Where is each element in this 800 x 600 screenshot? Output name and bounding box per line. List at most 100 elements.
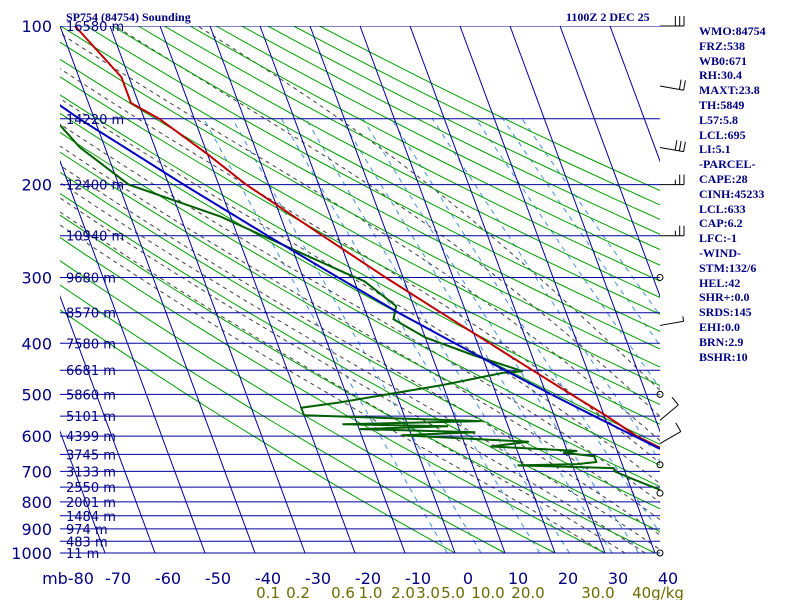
dry-adiabat — [60, 94, 660, 425]
mixing-ratio-label: 20.0 — [511, 584, 544, 600]
mixing-ratio-line — [475, 118, 660, 389]
dry-adiabat — [60, 58, 660, 387]
wind-barb-flag — [678, 79, 682, 90]
height-label: 1484 m — [66, 510, 116, 525]
dry-adiabat — [319, 26, 660, 192]
stat-item: CAPE:28 — [699, 171, 748, 186]
temperature-tick-label: -40 — [255, 569, 281, 588]
sounding-traces — [60, 26, 660, 491]
mixing-ratio-line — [305, 118, 570, 554]
temperature-tick-label: 0 — [463, 569, 473, 588]
wind-barbs — [656, 16, 686, 557]
height-label: 10940 m — [66, 230, 124, 245]
pressure-tick-label: 200 — [21, 176, 52, 195]
wind-barb-flag — [674, 140, 678, 151]
dry-adiabat — [163, 26, 660, 282]
mixing-ratio-label: 40g/kg — [632, 584, 684, 600]
height-label: 9680 m — [66, 271, 116, 286]
stat-item: LI:5.1 — [699, 142, 731, 157]
dry-adiabat — [241, 26, 660, 235]
height-label: 7580 m — [66, 337, 116, 352]
dry-adiabat — [60, 260, 556, 554]
isotherm-line — [60, 294, 156, 554]
temperature-tick-label: -70 — [105, 569, 131, 588]
mixing-ratio-label: 3.0 — [416, 584, 440, 600]
dry-adiabat — [60, 76, 660, 406]
dry-adiabat — [293, 26, 660, 206]
dry-adiabat — [60, 151, 660, 488]
moist-adiabat — [60, 32, 660, 442]
height-label: 974 m — [66, 523, 108, 538]
dry-adiabat — [215, 26, 660, 251]
moist-adiabats — [60, 26, 660, 554]
stat-item: LCL:633 — [699, 201, 746, 216]
mixing-ratio-label: 10.0 — [471, 584, 504, 600]
pressure-tick-label: 100 — [21, 17, 52, 36]
mixing-ratio-label: 2.0 — [391, 584, 415, 600]
temperature-tick-label: 20 — [558, 569, 578, 588]
stat-item: LCL:695 — [699, 127, 746, 142]
isotherm-line — [60, 26, 256, 554]
temperature-tick-label: 10 — [508, 569, 528, 588]
mixing-ratio-line — [362, 118, 640, 554]
dry-adiabat — [60, 131, 660, 466]
dry-adiabat — [86, 26, 660, 332]
height-label: 6681 m — [66, 364, 116, 379]
wind-barb-flag — [678, 140, 682, 151]
wind-calm — [656, 273, 664, 281]
isotherm-line — [459, 26, 656, 554]
pressure-tick-label: 900 — [21, 520, 52, 539]
isotherm-line — [209, 26, 406, 554]
pressure-tick-label: 800 — [21, 493, 52, 512]
height-label: 3745 m — [66, 448, 116, 463]
temperature-tick-label: 30 — [608, 569, 628, 588]
isotherm-line — [609, 26, 660, 163]
dry-adiabat — [60, 112, 660, 445]
wind-calm — [656, 390, 664, 398]
stat-item: SHR+:0.0 — [699, 290, 750, 305]
dry-adiabat — [60, 41, 660, 368]
pressure-tick-label: 500 — [21, 385, 52, 404]
stat-item: STM:132/6 — [699, 260, 757, 275]
dry-adiabat — [60, 309, 456, 554]
stat-item: L57:5.8 — [699, 112, 738, 127]
stat-item: LFC:-1 — [699, 231, 737, 246]
isotherm-line — [60, 429, 106, 554]
stat-item: -WIND- — [699, 245, 741, 260]
stat-item: WMO:84754 — [699, 24, 766, 38]
wind-barb-staff — [659, 404, 679, 421]
dry-adiabat — [112, 26, 660, 315]
height-label: 5101 m — [66, 410, 116, 425]
pressure-tick-label: 400 — [21, 334, 52, 353]
isotherm-line — [109, 26, 306, 554]
stat-item: RH:30.4 — [699, 68, 742, 83]
isobar-isotherm-grid — [60, 26, 660, 554]
dry-adiabat — [267, 26, 660, 220]
mixing-ratio-label: 5.0 — [441, 584, 465, 600]
wind-barb-staff — [659, 320, 684, 326]
temperature-tick-label: -60 — [155, 569, 181, 588]
isotherm-line — [409, 26, 606, 554]
height-label: 16580 m — [66, 20, 124, 35]
height-label: 2001 m — [66, 496, 116, 511]
isotherm-line — [509, 26, 660, 433]
temperature-tick-label: -50 — [205, 569, 231, 588]
dry-adiabat — [138, 26, 660, 299]
mixing-ratio-line — [281, 118, 541, 554]
height-label: 3133 m — [66, 465, 116, 480]
stat-item: -PARCEL- — [699, 157, 756, 172]
wind-barb-flag — [675, 422, 682, 432]
dewpoint-line — [60, 123, 660, 491]
mixing-ratio-line — [203, 118, 448, 554]
height-label: 14220 m — [66, 113, 124, 128]
dry-adiabat — [189, 26, 660, 266]
height-label: 12400 m — [66, 179, 124, 194]
dry-adiabat — [60, 236, 606, 554]
stat-item: MAXT:23.8 — [699, 83, 760, 98]
stat-item: CAP:6.2 — [699, 216, 743, 231]
mixing-ratio-label: 1.0 — [359, 584, 383, 600]
stat-item: CINH:45233 — [699, 186, 765, 201]
isotherm-line — [559, 26, 660, 298]
